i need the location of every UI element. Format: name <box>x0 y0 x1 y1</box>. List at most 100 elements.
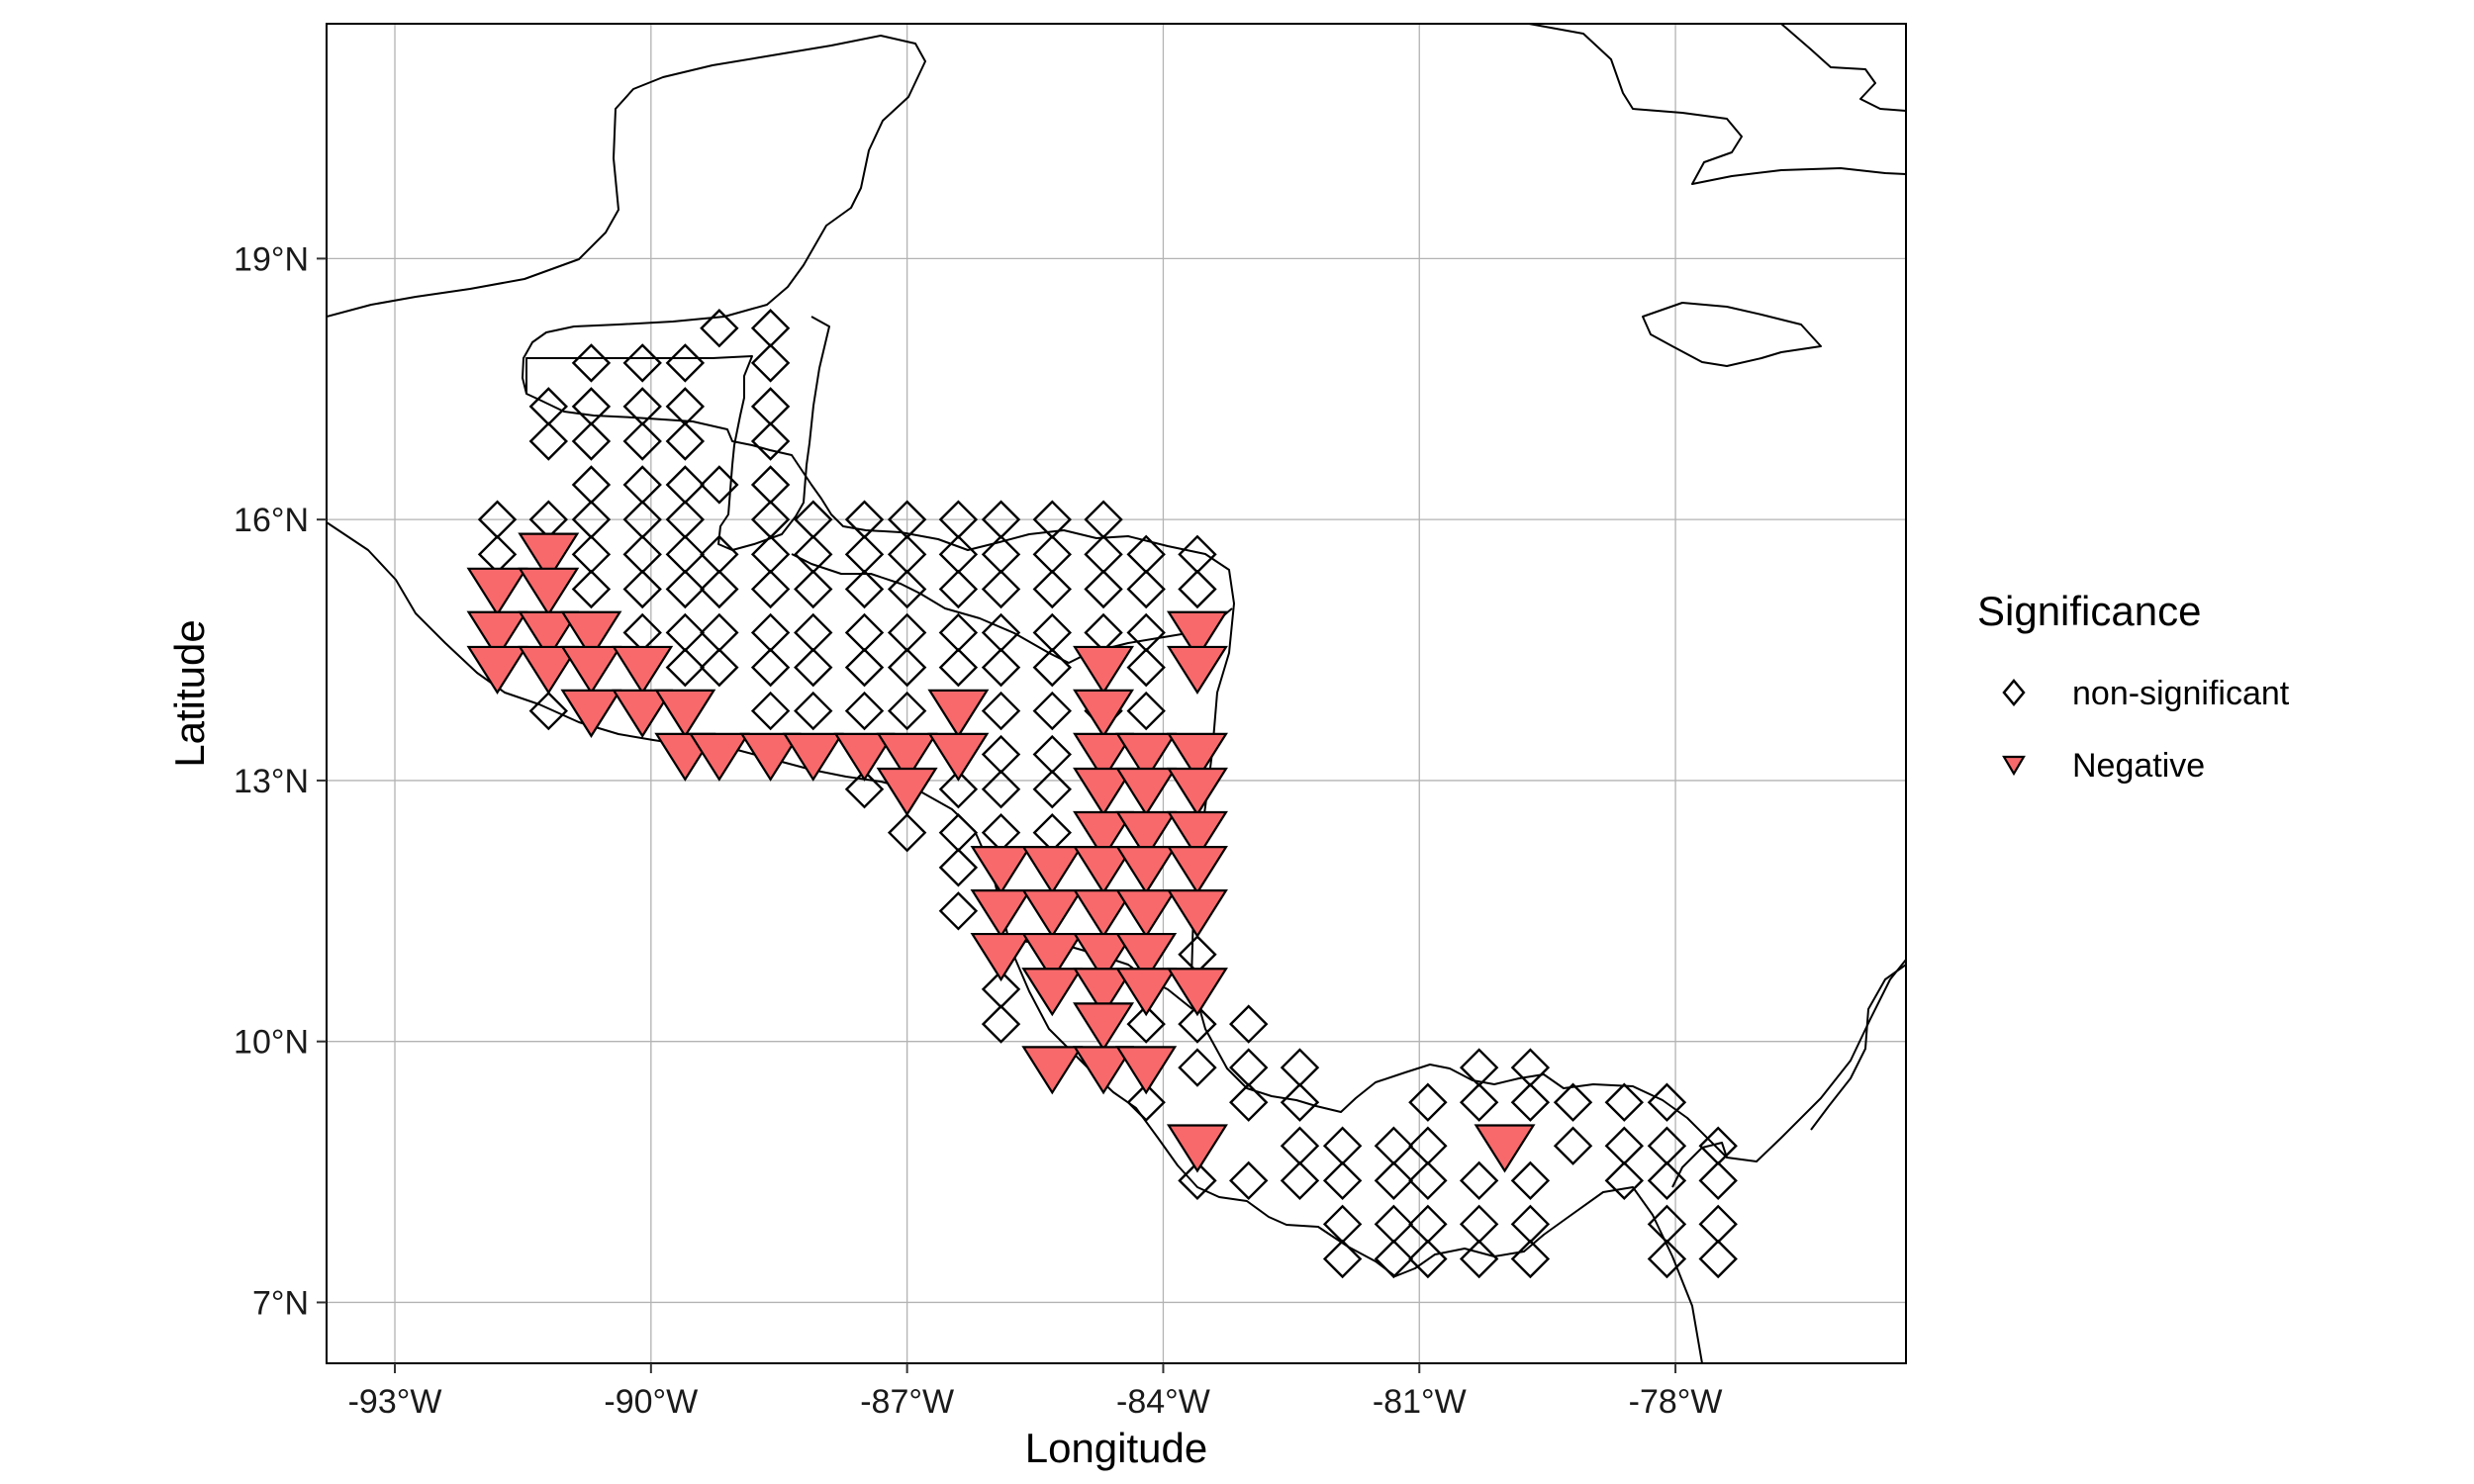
legend-label-non-significant: non-significant <box>2072 675 2290 712</box>
negative-point <box>970 846 1032 895</box>
non-significant-point <box>571 569 612 609</box>
negative-point <box>1073 767 1135 817</box>
negative-point <box>1166 968 1228 1017</box>
non-significant-point <box>1459 1239 1499 1279</box>
negative-point <box>927 689 990 738</box>
non-significant-point <box>571 343 612 383</box>
non-significant-point <box>1698 1160 1738 1201</box>
negative-point <box>466 567 528 616</box>
non-significant-point <box>938 569 979 609</box>
legend-item-non-significant: non-significant <box>2002 675 2290 712</box>
non-significant-point <box>700 465 739 505</box>
negative-point <box>782 732 844 782</box>
non-significant-point <box>1408 1082 1448 1122</box>
non-significant-point <box>887 812 927 853</box>
negative-point <box>1073 810 1135 861</box>
x-axis-title: Longitude <box>1025 1425 1208 1471</box>
negative-point <box>876 732 938 782</box>
non-significant-point <box>1510 1082 1551 1122</box>
significance-points <box>466 309 1738 1279</box>
non-significant-point <box>794 691 833 731</box>
negative-point <box>1115 732 1178 782</box>
non-significant-point <box>1126 569 1166 609</box>
non-significant-point <box>844 569 885 609</box>
non-significant-point <box>1280 1082 1320 1122</box>
negative-point <box>612 645 674 695</box>
negative-point <box>612 689 674 738</box>
non-significant-point <box>1032 770 1072 809</box>
non-significant-point <box>571 421 612 461</box>
coastline-cuba <box>1528 24 1906 185</box>
legend-diamond-icon <box>2002 679 2026 706</box>
negative-point <box>1021 1046 1084 1095</box>
non-significant-point <box>750 421 791 461</box>
negative-point <box>518 645 580 695</box>
non-significant-point <box>1604 1160 1645 1201</box>
negative-point <box>1166 732 1228 782</box>
non-significant-point <box>1126 1004 1166 1044</box>
non-significant-point <box>622 343 662 383</box>
non-significant-point <box>1229 1082 1269 1122</box>
non-significant-point <box>1510 1160 1551 1201</box>
negative-point <box>1474 1124 1536 1173</box>
negative-point <box>1021 889 1084 939</box>
non-significant-point <box>1032 691 1072 731</box>
negative-point <box>1073 846 1135 895</box>
negative-point <box>518 567 580 616</box>
non-significant-point <box>700 309 739 348</box>
non-significant-point <box>1408 1239 1448 1279</box>
non-significant-point <box>665 569 706 609</box>
non-significant-point <box>887 647 927 688</box>
negative-point <box>1166 767 1228 817</box>
negative-point <box>1115 846 1178 895</box>
non-significant-point <box>1553 1082 1593 1122</box>
non-significant-point <box>750 647 791 688</box>
non-significant-point <box>887 691 927 731</box>
negative-point <box>466 610 528 660</box>
non-significant-point <box>1229 1004 1269 1044</box>
non-significant-point <box>1032 647 1072 688</box>
y-tick-label: 7°N <box>252 1284 309 1322</box>
non-significant-point <box>665 647 706 688</box>
non-significant-point <box>1698 1239 1738 1279</box>
x-tick-label: -90°W <box>604 1383 698 1421</box>
negative-point <box>518 532 580 582</box>
non-significant-point <box>981 770 1021 809</box>
negative-point <box>1115 1046 1178 1095</box>
negative-point <box>560 610 622 660</box>
non-significant-point <box>981 569 1021 609</box>
panel-border <box>326 23 1907 1364</box>
non-significant-point <box>1408 1160 1448 1201</box>
non-significant-point <box>794 647 833 688</box>
negative-point <box>1115 968 1178 1017</box>
non-significant-point <box>981 1004 1021 1044</box>
non-significant-point <box>1178 1004 1217 1044</box>
non-significant-point <box>1126 1082 1166 1122</box>
x-axis: -93°W -90°W -87°W -84°W -81°W -78°W <box>348 1363 1722 1421</box>
non-significant-point <box>1322 1160 1363 1201</box>
legend-item-negative: Negative <box>2002 747 2205 785</box>
coastline-yucatan-central-america <box>327 35 1906 1162</box>
non-significant-point <box>1604 1082 1645 1122</box>
border-mexico-guatemala-belize <box>525 316 830 551</box>
x-tick-label: -87°W <box>860 1383 954 1421</box>
legend-title: Significance <box>1977 588 2201 634</box>
non-significant-point <box>938 647 979 688</box>
legend-label-negative: Negative <box>2072 747 2205 785</box>
non-significant-point <box>665 421 706 461</box>
negative-point <box>1115 767 1178 817</box>
negative-point <box>518 610 580 660</box>
negative-point <box>1166 846 1228 895</box>
non-significant-point <box>750 569 791 609</box>
non-significant-point <box>528 691 569 731</box>
non-significant-point <box>750 691 791 731</box>
x-tick-label: -84°W <box>1116 1383 1210 1421</box>
negative-point <box>1166 645 1228 695</box>
negative-point <box>1166 810 1228 861</box>
negative-point <box>1166 610 1228 660</box>
non-significant-point <box>887 569 927 609</box>
x-tick-label: -81°W <box>1373 1383 1467 1421</box>
coastline-jamaica <box>1642 302 1822 367</box>
negative-point <box>654 689 716 738</box>
